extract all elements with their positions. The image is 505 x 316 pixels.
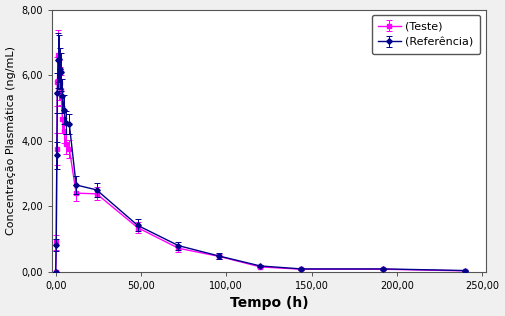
Y-axis label: Concentração Plasmática (ng/mL): Concentração Plasmática (ng/mL) bbox=[6, 46, 16, 235]
Legend: (Teste), (Referência): (Teste), (Referência) bbox=[372, 15, 480, 54]
X-axis label: Tempo (h): Tempo (h) bbox=[230, 296, 308, 310]
